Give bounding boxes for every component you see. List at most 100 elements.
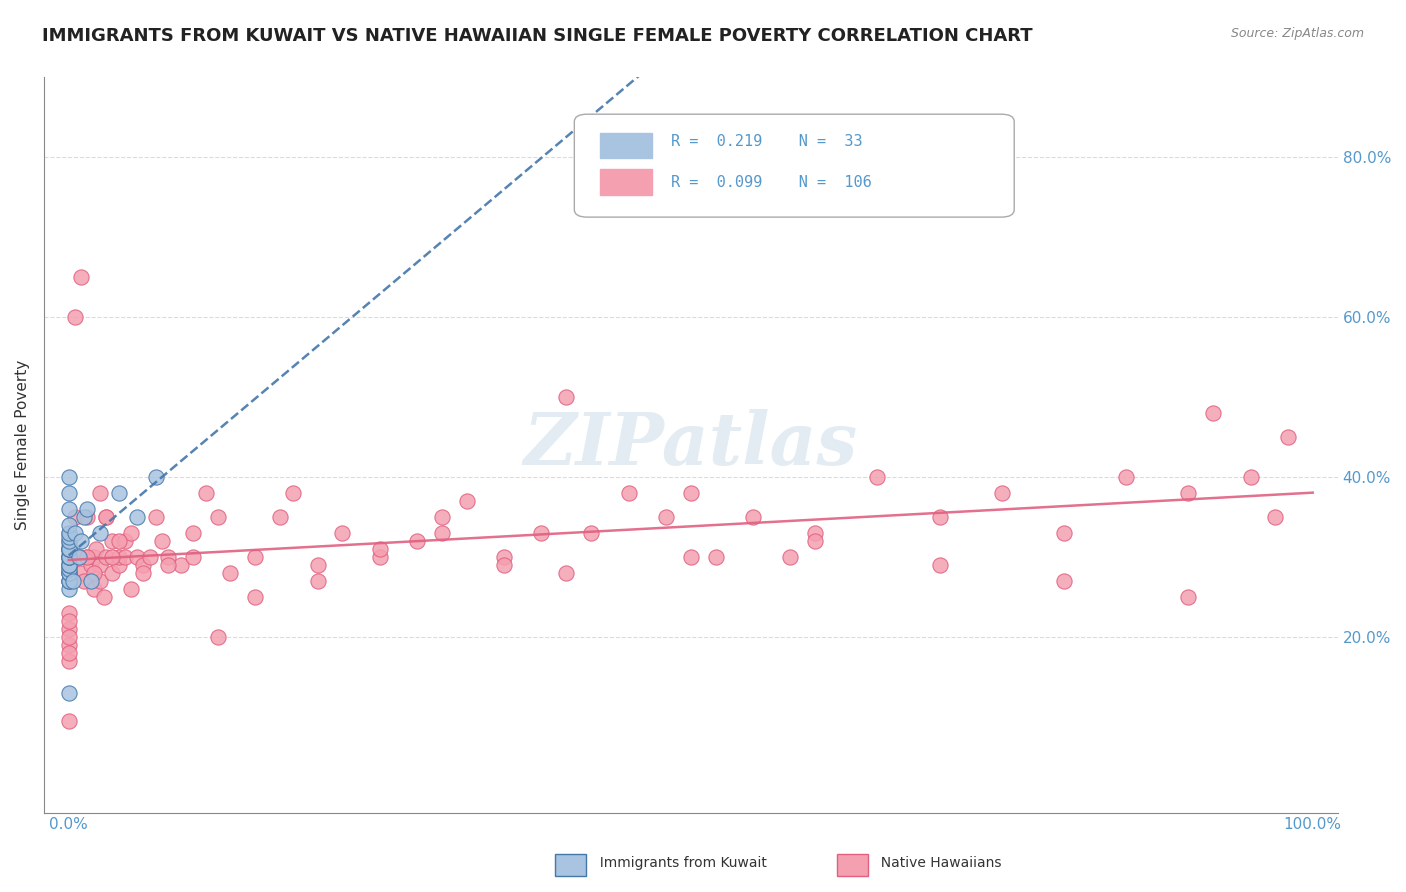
- Point: [58, 566, 80, 580]
- Point: [617, 486, 640, 500]
- Point: [58, 686, 80, 700]
- Point: [101, 549, 124, 564]
- Point: [58, 525, 80, 540]
- Point: [157, 558, 180, 572]
- Point: [114, 549, 136, 564]
- Point: [73, 509, 96, 524]
- Point: [58, 654, 80, 668]
- Point: [107, 533, 129, 548]
- Point: [1053, 574, 1076, 588]
- Point: [58, 558, 80, 572]
- Point: [94, 509, 117, 524]
- Point: [58, 614, 80, 628]
- Point: [70, 270, 93, 285]
- Point: [679, 486, 702, 500]
- Text: R =  0.219    N =  33: R = 0.219 N = 33: [671, 134, 863, 149]
- Point: [93, 590, 115, 604]
- Point: [70, 533, 93, 548]
- Point: [58, 517, 80, 532]
- Point: [107, 549, 129, 564]
- Point: [150, 533, 173, 548]
- Point: [368, 541, 391, 556]
- Point: [1053, 525, 1076, 540]
- Point: [58, 546, 80, 560]
- Point: [73, 574, 96, 588]
- Point: [145, 509, 167, 524]
- Point: [107, 558, 129, 572]
- Point: [58, 541, 80, 556]
- Point: [655, 509, 678, 524]
- Point: [269, 509, 291, 524]
- Text: Source: ZipAtlas.com: Source: ZipAtlas.com: [1230, 27, 1364, 40]
- Point: [307, 558, 329, 572]
- Bar: [555, 854, 586, 876]
- Point: [132, 558, 155, 572]
- Point: [58, 541, 80, 556]
- Point: [307, 574, 329, 588]
- Point: [58, 582, 80, 596]
- Point: [84, 541, 107, 556]
- Point: [1202, 406, 1225, 420]
- Point: [58, 558, 80, 572]
- Point: [83, 582, 105, 596]
- Point: [1239, 470, 1261, 484]
- Point: [928, 558, 950, 572]
- Point: [58, 541, 80, 556]
- Point: [1177, 486, 1199, 500]
- Point: [89, 486, 111, 500]
- Point: [58, 638, 80, 652]
- Point: [219, 566, 242, 580]
- Point: [1115, 470, 1137, 484]
- Point: [58, 646, 80, 660]
- Point: [928, 509, 950, 524]
- Point: [990, 486, 1012, 500]
- Point: [207, 509, 229, 524]
- Point: [94, 509, 117, 524]
- Bar: [600, 169, 652, 195]
- Point: [430, 525, 453, 540]
- Point: [58, 549, 80, 564]
- Point: [58, 562, 80, 576]
- Text: R =  0.099    N =  106: R = 0.099 N = 106: [671, 175, 872, 190]
- Point: [581, 525, 603, 540]
- Point: [281, 486, 304, 500]
- Point: [58, 486, 80, 500]
- Point: [58, 502, 80, 516]
- Point: [245, 549, 267, 564]
- Point: [1277, 430, 1299, 444]
- Point: [58, 606, 80, 620]
- Point: [83, 549, 105, 564]
- Point: [58, 549, 80, 564]
- Point: [58, 533, 80, 548]
- Point: [89, 574, 111, 588]
- Point: [80, 574, 103, 588]
- Point: [58, 630, 80, 644]
- Point: [138, 549, 160, 564]
- Point: [58, 533, 80, 548]
- Point: [120, 525, 142, 540]
- Point: [58, 574, 80, 588]
- Point: [1177, 590, 1199, 604]
- Text: ZIPatlas: ZIPatlas: [523, 409, 858, 481]
- Point: [368, 549, 391, 564]
- Point: [58, 541, 80, 556]
- Point: [94, 549, 117, 564]
- Point: [63, 310, 86, 325]
- Point: [742, 509, 765, 524]
- Point: [70, 566, 93, 580]
- Point: [58, 574, 80, 588]
- Point: [63, 509, 86, 524]
- Point: [530, 525, 553, 540]
- Point: [430, 509, 453, 524]
- Point: [80, 558, 103, 572]
- Point: [494, 558, 516, 572]
- Point: [58, 549, 80, 564]
- Text: Native Hawaiians: Native Hawaiians: [872, 855, 1001, 870]
- FancyBboxPatch shape: [574, 114, 1014, 217]
- Point: [76, 502, 98, 516]
- Point: [779, 549, 801, 564]
- Point: [83, 566, 105, 580]
- Point: [58, 558, 80, 572]
- Point: [127, 549, 149, 564]
- Point: [62, 574, 84, 588]
